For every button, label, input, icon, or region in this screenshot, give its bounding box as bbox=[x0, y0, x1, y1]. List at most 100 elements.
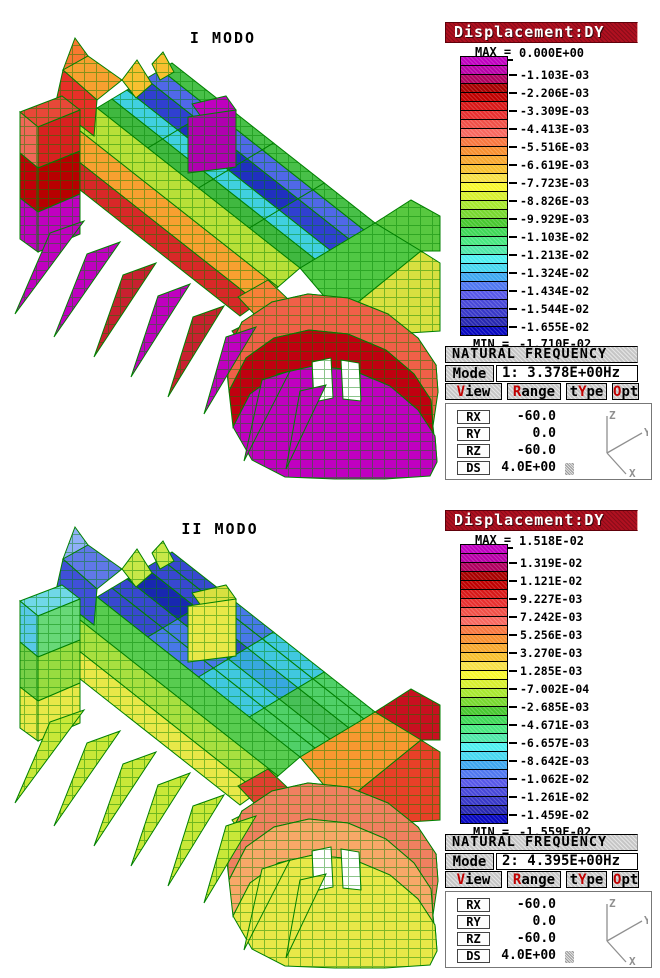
legend-tick bbox=[509, 777, 517, 780]
legend-band bbox=[461, 264, 507, 273]
legend-band bbox=[461, 174, 507, 183]
legend-band bbox=[461, 192, 507, 201]
legend-band bbox=[461, 156, 507, 165]
menu-type-button[interactable]: tYpe bbox=[566, 383, 607, 400]
ds-label[interactable]: DS bbox=[457, 461, 490, 475]
legend-tick bbox=[509, 110, 517, 113]
legend-band bbox=[461, 734, 507, 743]
legend-tick bbox=[509, 741, 517, 744]
legend-band bbox=[461, 309, 507, 318]
legend-tick-label: -7.002E-04 bbox=[520, 681, 590, 696]
menu-opt-button[interactable]: Opt bbox=[612, 871, 639, 888]
result-panel-mode1: Displacement:DY MAX = 0.000E+00 MIN = -1… bbox=[443, 22, 657, 480]
axis-triad: Z Y X bbox=[606, 409, 648, 478]
ds-label[interactable]: DS bbox=[457, 949, 490, 963]
legend-tick-label: 5.256E-03 bbox=[520, 628, 583, 643]
legend-tick bbox=[509, 705, 517, 708]
mode-button[interactable]: Mode bbox=[445, 853, 494, 870]
legend-tick-label: 3.270E-03 bbox=[520, 646, 583, 661]
legend-tick bbox=[509, 164, 517, 167]
legend-band bbox=[461, 273, 507, 282]
menu-view-button[interactable]: View bbox=[445, 383, 502, 400]
legend-band bbox=[461, 120, 507, 129]
menu-view-button[interactable]: View bbox=[445, 871, 502, 888]
param-row-ds: DS 4.0E+00 bbox=[457, 461, 556, 476]
menu-range-button[interactable]: Range bbox=[507, 383, 561, 400]
legend-band bbox=[461, 228, 507, 237]
legend-band bbox=[461, 57, 507, 66]
legend-tick bbox=[509, 217, 517, 220]
param-row-rx: RX -60.0 bbox=[457, 898, 556, 913]
legend-band bbox=[461, 147, 507, 156]
ry-label[interactable]: RY bbox=[457, 427, 490, 441]
param-row-rz: RZ -60.0 bbox=[457, 444, 556, 459]
legend-tick bbox=[509, 652, 517, 655]
rx-label[interactable]: RX bbox=[457, 898, 490, 912]
legend-band bbox=[461, 66, 507, 75]
legend-tick-label: -2.206E-03 bbox=[520, 86, 590, 101]
rz-label[interactable]: RZ bbox=[457, 932, 490, 946]
param-row-rx: RX -60.0 bbox=[457, 410, 556, 425]
legend-band bbox=[461, 219, 507, 228]
legend-band bbox=[461, 138, 507, 147]
legend-tick bbox=[509, 289, 517, 292]
legend-band bbox=[461, 327, 507, 335]
param-row-ry: RY 0.0 bbox=[457, 427, 556, 442]
displacement-header: Displacement:DY bbox=[445, 22, 638, 43]
legend-band bbox=[461, 581, 507, 590]
legend-band bbox=[461, 815, 507, 823]
mode-value-field: 1: 3.378E+00Hz bbox=[496, 365, 638, 382]
legend-tick-label: 9.227E-03 bbox=[520, 592, 583, 607]
legend-band bbox=[461, 743, 507, 752]
mode1-deformed-mesh-view[interactable] bbox=[0, 0, 445, 486]
legend-band bbox=[461, 183, 507, 192]
legend-band bbox=[461, 84, 507, 93]
menu-opt-button[interactable]: Opt bbox=[612, 383, 639, 400]
legend-band bbox=[461, 806, 507, 815]
legend-tick-label: -1.103E-02 bbox=[520, 229, 590, 244]
legend-band bbox=[461, 680, 507, 689]
legend-tick-label: -8.826E-03 bbox=[520, 193, 590, 208]
legend-tick-label: 1.121E-02 bbox=[520, 574, 583, 589]
legend-band bbox=[461, 788, 507, 797]
legend-tick bbox=[509, 687, 517, 690]
legend-tick-label: 1.285E-03 bbox=[520, 664, 583, 679]
legend-band bbox=[461, 255, 507, 264]
ry-label[interactable]: RY bbox=[457, 915, 490, 929]
y-axis-label: Y bbox=[644, 426, 648, 439]
legend-band bbox=[461, 318, 507, 327]
legend-band bbox=[461, 671, 507, 680]
rx-label[interactable]: RX bbox=[457, 410, 490, 424]
menu-type-button[interactable]: tYpe bbox=[566, 871, 607, 888]
legend-band bbox=[461, 93, 507, 102]
z-axis-label: Z bbox=[609, 897, 616, 910]
color-legend-bar bbox=[460, 544, 508, 824]
y-axis-label: Y bbox=[644, 914, 648, 927]
rz-value: -60.0 bbox=[516, 931, 556, 946]
result-panel-mode2: Displacement:DY MAX = 1.518E-02 MIN = -1… bbox=[443, 510, 657, 968]
x-axis-label: X bbox=[629, 467, 636, 478]
ds-cursor-block bbox=[565, 951, 574, 963]
rz-label[interactable]: RZ bbox=[457, 444, 490, 458]
legend-tick-label: -4.413E-03 bbox=[520, 122, 590, 137]
legend-tick-label: -3.309E-03 bbox=[520, 104, 590, 119]
legend-tick bbox=[509, 759, 517, 762]
legend-tick bbox=[509, 182, 517, 185]
view-settings-box: RX -60.0 RY 0.0 RZ -60.0 DS 4.0E+00 Z Y X bbox=[445, 403, 652, 480]
legend-band bbox=[461, 698, 507, 707]
legend-band bbox=[461, 779, 507, 788]
mode2-deformed-mesh-view[interactable] bbox=[0, 489, 445, 975]
legend-tick-label: -1.655E-02 bbox=[520, 319, 590, 334]
mode-button[interactable]: Mode bbox=[445, 365, 494, 382]
rz-value: -60.0 bbox=[516, 443, 556, 458]
legend-tick bbox=[509, 253, 517, 256]
legend-band bbox=[461, 635, 507, 644]
legend-band bbox=[461, 282, 507, 291]
legend-tick-label: -1.103E-03 bbox=[520, 68, 590, 83]
legend-band bbox=[461, 165, 507, 174]
menu-range-button[interactable]: Range bbox=[507, 871, 561, 888]
legend-tick-label: -4.671E-03 bbox=[520, 717, 590, 732]
legend-band bbox=[461, 752, 507, 761]
legend-tick bbox=[509, 146, 517, 149]
legend-band bbox=[461, 644, 507, 653]
